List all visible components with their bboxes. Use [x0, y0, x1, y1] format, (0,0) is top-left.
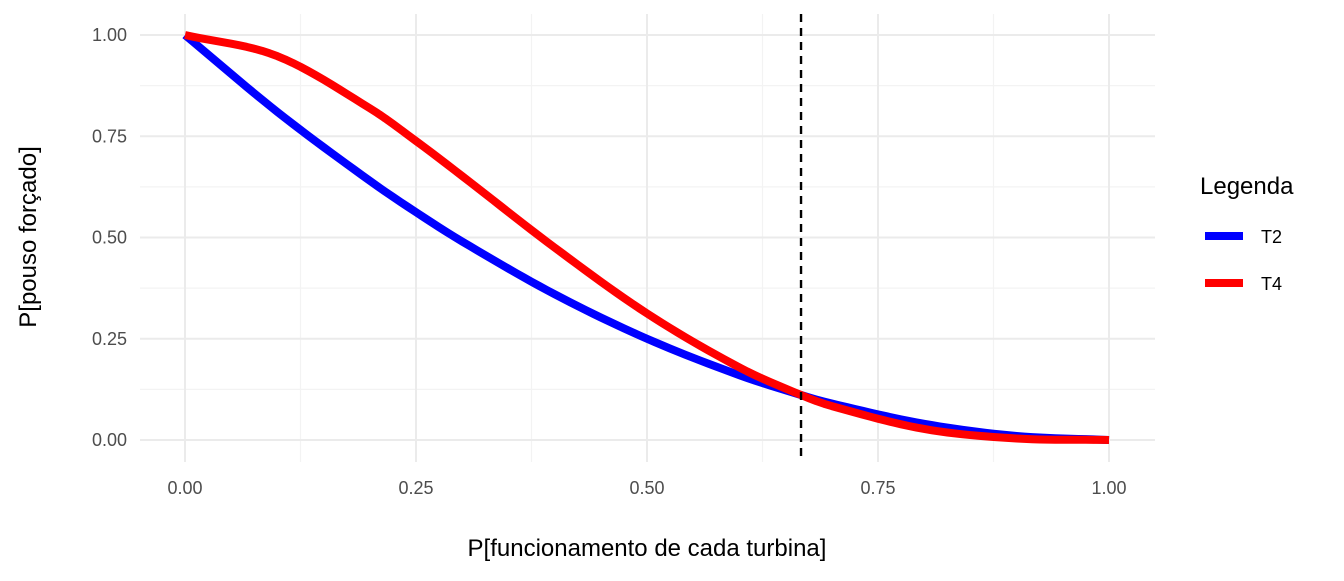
series-lines — [182, 14, 1110, 462]
grid — [140, 14, 1155, 462]
y-axis-title: P[pouso forçado] — [15, 146, 42, 327]
x-tick-label: 0.00 — [167, 478, 202, 498]
x-tick-label: 0.75 — [860, 478, 895, 498]
y-tick-label: 0.25 — [92, 329, 127, 349]
legend: Legenda T2 T4 — [1200, 173, 1294, 294]
x-axis-title: P[funcionamento de cada turbina] — [468, 535, 827, 562]
legend-label-t2: T2 — [1261, 227, 1282, 247]
tick-labels: 0.00 0.25 0.50 0.75 1.00 0.00 0.25 0.50 0.75 1.00 — [92, 25, 1127, 498]
y-tick-label: 0.75 — [92, 126, 127, 146]
series-line-t4 — [184, 31, 1110, 444]
x-tick-label: 0.25 — [398, 478, 433, 498]
y-tick-label: 1.00 — [92, 25, 127, 45]
x-tick-label: 1.00 — [1091, 478, 1126, 498]
legend-title: Legenda — [1200, 173, 1294, 200]
y-tick-label: 0.00 — [92, 430, 127, 450]
legend-label-t4: T4 — [1261, 274, 1282, 294]
series-line-t2 — [182, 31, 1110, 444]
x-tick-label: 0.50 — [629, 478, 664, 498]
legend-items: T2 T4 — [1205, 227, 1282, 294]
y-tick-label: 0.50 — [92, 228, 127, 248]
